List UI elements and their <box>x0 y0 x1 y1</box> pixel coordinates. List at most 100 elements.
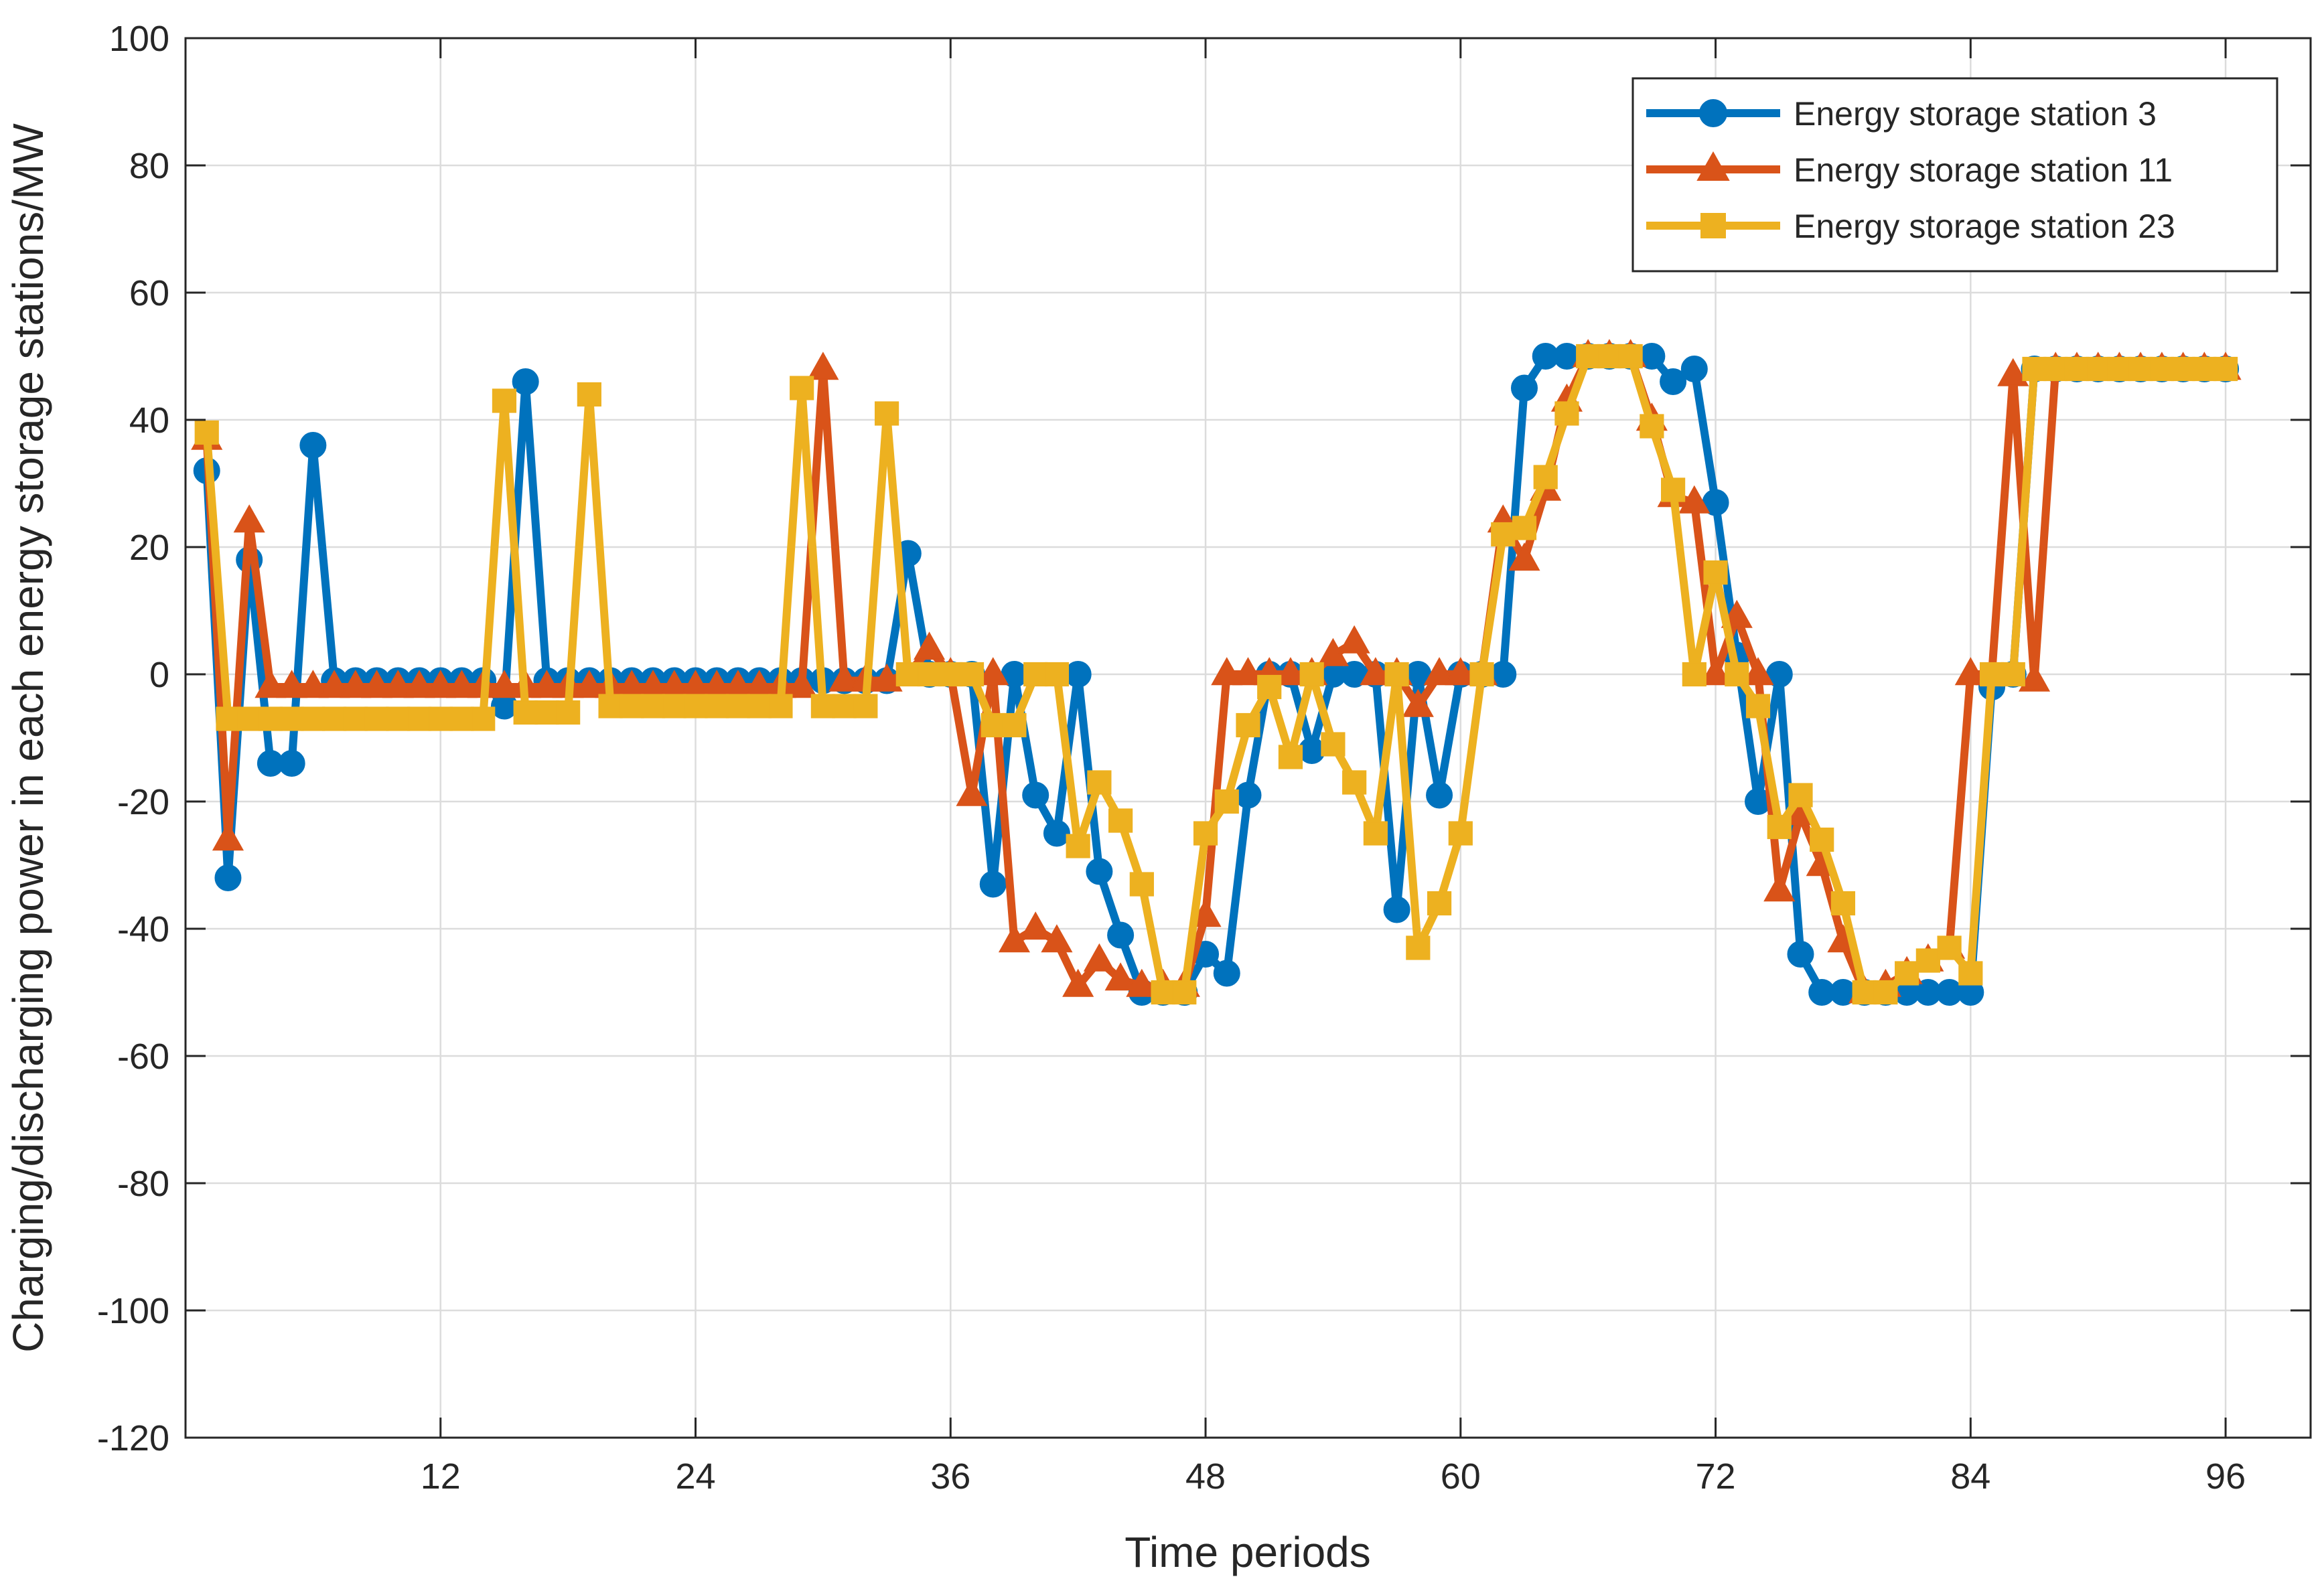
data-point-square <box>1321 732 1346 757</box>
data-point-triangle <box>1678 485 1711 514</box>
data-point-square <box>279 706 304 731</box>
data-point-triangle <box>786 670 818 698</box>
data-point-triangle <box>1508 542 1540 571</box>
data-point-triangle <box>1019 911 1051 940</box>
data-point-triangle <box>913 631 946 660</box>
data-point-circle <box>1660 368 1687 395</box>
data-point-square <box>471 706 496 731</box>
data-point-circle <box>979 870 1007 898</box>
x-tick-label: 24 <box>675 1456 715 1497</box>
data-point-triangle <box>382 670 414 698</box>
data-point-square <box>1682 662 1706 687</box>
data-point-square <box>2192 356 2217 382</box>
y-tick-label: -120 <box>97 1418 169 1458</box>
data-point-square <box>2149 356 2174 382</box>
data-point-circle <box>1298 737 1325 764</box>
data-point-triangle <box>1763 873 1796 902</box>
data-point-circle <box>1383 896 1410 923</box>
legend-marker-square <box>1700 213 1726 238</box>
data-point-square <box>725 694 751 718</box>
data-point-triangle <box>1126 968 1158 997</box>
data-point-square <box>1979 662 2005 687</box>
legend-marker-triangle <box>1696 151 1730 181</box>
data-point-square <box>1512 516 1537 540</box>
data-point-triangle <box>977 657 1009 686</box>
data-point-triangle <box>956 777 988 806</box>
data-point-square <box>1533 465 1558 489</box>
y-tick-label: -80 <box>117 1164 169 1204</box>
data-point-square <box>810 694 836 718</box>
data-point-circle <box>1680 356 1708 382</box>
data-point-square <box>598 694 623 718</box>
data-point-square <box>1129 872 1154 897</box>
data-point-triangle <box>340 670 372 698</box>
data-point-square <box>1151 980 1175 1005</box>
y-tick-label: 20 <box>129 528 169 568</box>
data-point-square <box>1066 834 1090 858</box>
data-point-triangle <box>1083 943 1115 972</box>
legend-item: Energy storage station 11 <box>1646 151 2173 189</box>
data-point-square <box>428 706 453 731</box>
data-point-circle <box>1234 781 1262 809</box>
data-point-square <box>1810 827 1834 852</box>
data-point-square <box>2213 356 2238 382</box>
legend-item: Energy storage station 23 <box>1646 208 2175 245</box>
data-point-triangle <box>255 670 287 698</box>
data-point-square <box>662 694 686 718</box>
data-point-square <box>1278 745 1303 769</box>
data-point-square <box>1469 662 1494 687</box>
data-point-square <box>1491 522 1516 547</box>
data-point-triangle <box>1338 625 1370 654</box>
y-tick-label: -100 <box>97 1291 169 1331</box>
x-tick-label: 60 <box>1441 1456 1481 1497</box>
x-axis-title: Time periods <box>1124 1528 1371 1576</box>
data-point-triangle <box>1232 657 1264 686</box>
y-tick-label: 0 <box>149 655 169 695</box>
legend-marker-circle <box>1699 99 1727 127</box>
data-point-circle <box>299 432 327 459</box>
data-point-square <box>981 712 1005 738</box>
x-tick-label: 12 <box>421 1456 461 1497</box>
data-point-triangle <box>573 670 605 698</box>
data-point-circle <box>1787 941 1814 968</box>
data-point-circle <box>278 750 305 777</box>
data-point-square <box>1406 935 1431 960</box>
data-point-square <box>1236 712 1260 738</box>
y-tick-label: 60 <box>129 273 169 313</box>
y-axis-title: Charging/discharging power in each energ… <box>4 123 52 1353</box>
y-tick-label: -40 <box>117 909 169 950</box>
data-point-square <box>2064 356 2090 382</box>
data-point-square <box>2043 356 2068 382</box>
data-point-triangle <box>361 670 393 698</box>
y-tick-label: 80 <box>129 146 169 186</box>
data-point-square <box>1703 560 1728 585</box>
data-point-square <box>853 694 878 718</box>
data-point-triangle <box>488 670 520 698</box>
data-point-square <box>1915 948 1940 973</box>
data-point-square <box>2001 662 2025 687</box>
data-point-square <box>1958 961 1983 986</box>
data-point-square <box>620 694 644 718</box>
data-point-triangle <box>1742 657 1774 686</box>
data-point-circle <box>1022 781 1049 809</box>
x-tick-label: 72 <box>1696 1456 1736 1497</box>
data-point-square <box>1363 821 1388 846</box>
data-point-triangle <box>1041 924 1073 953</box>
data-point-square <box>1852 980 1877 1005</box>
data-point-circle <box>1213 960 1240 987</box>
data-point-square <box>364 706 389 731</box>
x-tick-label: 84 <box>1950 1456 1990 1497</box>
data-point-triangle <box>425 670 457 698</box>
y-tick-label: 40 <box>129 400 169 441</box>
data-point-square <box>1597 344 1622 369</box>
y-tick-label: -60 <box>117 1037 169 1077</box>
data-point-square <box>705 694 729 718</box>
data-point-square <box>1618 344 1643 369</box>
data-point-circle <box>1086 858 1113 885</box>
data-point-square <box>343 706 368 731</box>
data-point-square <box>1895 961 1919 986</box>
data-point-square <box>1725 662 1749 687</box>
data-point-triangle <box>445 670 478 698</box>
data-point-square <box>1830 891 1856 916</box>
data-point-square <box>2086 356 2110 382</box>
